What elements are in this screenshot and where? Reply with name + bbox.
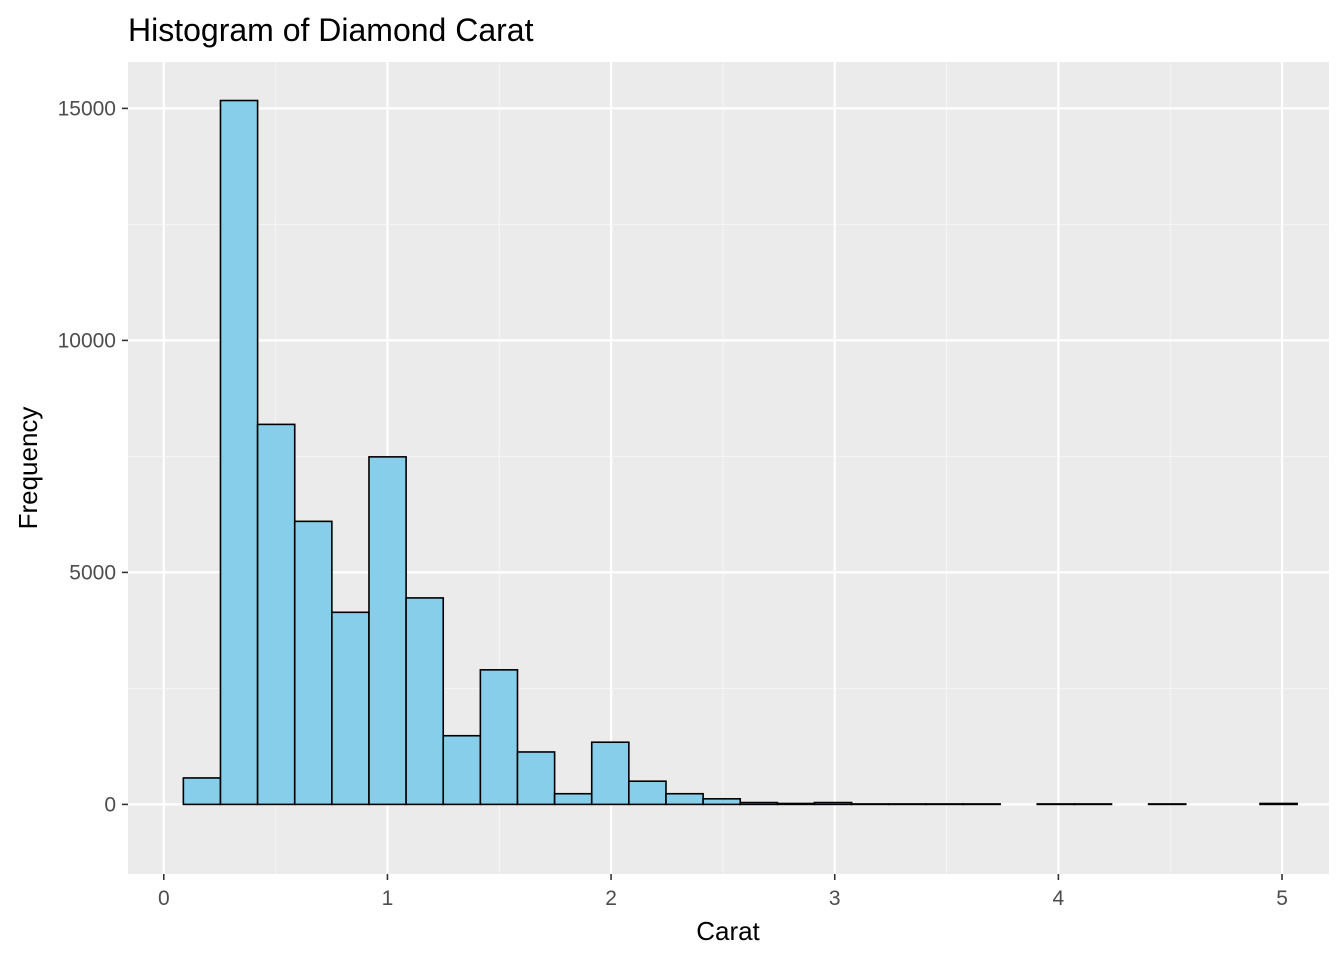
minor-gridlines	[128, 62, 1329, 874]
y-tick-label: 5000	[69, 561, 116, 584]
x-tick-label: 2	[605, 887, 617, 910]
histogram-bar	[776, 802, 816, 806]
y-tick-label: 15000	[58, 97, 116, 120]
histogram-bar	[293, 520, 333, 806]
histogram-bar	[331, 611, 370, 806]
histogram-bar	[405, 597, 445, 806]
chart-title: Histogram of Diamond Carat	[128, 12, 534, 48]
histogram-bar	[628, 780, 667, 806]
y-tick-label: 0	[104, 793, 116, 816]
histogram-bar	[1259, 802, 1298, 806]
histogram-bar	[739, 801, 779, 806]
x-tick-label: 0	[158, 887, 170, 910]
histogram-bar	[516, 751, 556, 806]
x-tick-label: 4	[1053, 887, 1065, 910]
y-axis: 0 5000 10000 15000	[58, 97, 128, 816]
histogram-bar	[813, 801, 853, 806]
histogram-bar	[479, 669, 519, 806]
x-tick-label: 5	[1276, 887, 1288, 910]
y-axis-title: Frequency	[13, 407, 43, 530]
histogram-bar	[219, 99, 259, 806]
histogram-bars	[182, 99, 1298, 806]
x-axis-title: Carat	[696, 916, 760, 946]
histogram-bar	[442, 734, 482, 806]
x-tick-label: 3	[829, 887, 841, 910]
x-axis: 0 1 2 3 4 5	[158, 874, 1288, 910]
histogram-bar	[702, 798, 742, 806]
x-tick-label: 1	[382, 887, 394, 910]
histogram-bar	[553, 792, 593, 806]
histogram-bar	[665, 792, 704, 806]
histogram-bar	[182, 777, 222, 806]
y-tick-label: 10000	[58, 329, 116, 352]
histogram-bar	[256, 423, 296, 806]
histogram-bar	[368, 456, 407, 806]
histogram-bar	[590, 741, 630, 806]
